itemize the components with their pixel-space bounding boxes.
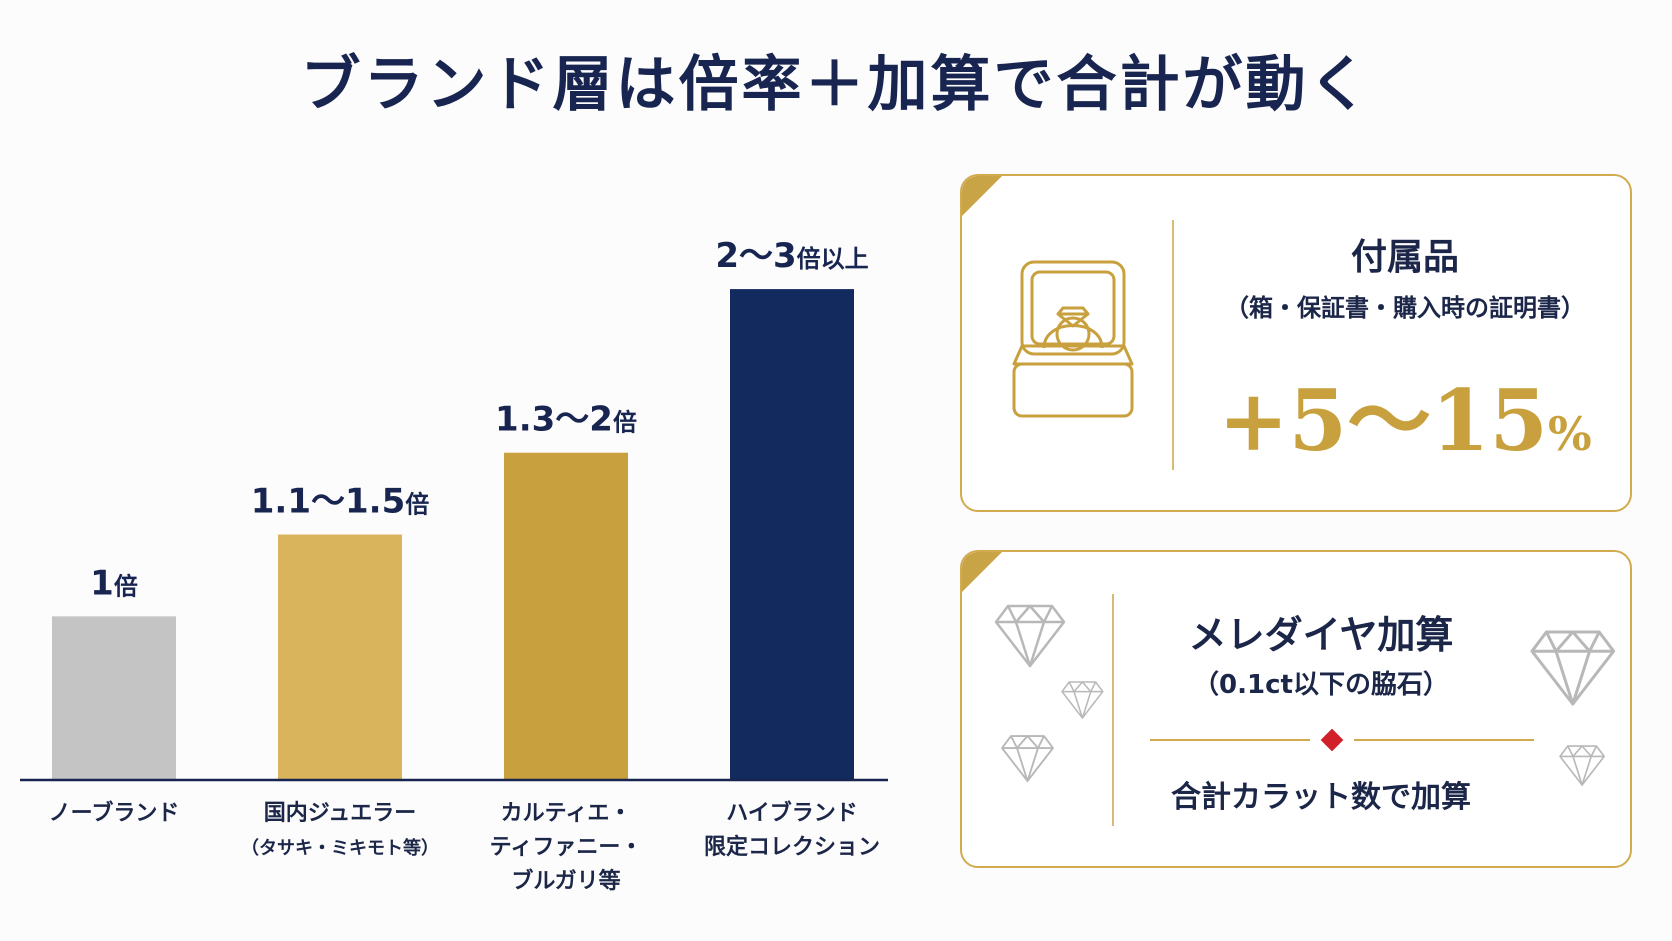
bar-value-label: 1.1〜1.5倍 xyxy=(251,482,429,522)
category-label: 限定コレクション xyxy=(704,834,880,860)
accessories-value-main: +5〜15 xyxy=(1218,371,1548,470)
accessories-card: 付属品 （箱・保証書・購入時の証明書） +5〜15% xyxy=(960,174,1632,512)
bar-value-number: 1.1〜1.5 xyxy=(251,482,405,522)
bar-value-label: 1.3〜2倍 xyxy=(495,400,637,440)
bar-value-number: 2〜3 xyxy=(715,236,796,276)
category-label: 国内ジュエラー xyxy=(264,801,416,826)
category-label: ノーブランド xyxy=(49,800,180,826)
bar-value-number: 1.3〜2 xyxy=(495,400,613,440)
bar xyxy=(278,534,402,780)
bar-value-unit: 倍 xyxy=(613,409,637,437)
bar-value-unit: 倍 xyxy=(405,491,429,519)
bar-value-number: 1 xyxy=(90,563,114,603)
bar-value-label: 2〜3倍以上 xyxy=(715,236,868,276)
category-label: ブルガリ等 xyxy=(511,868,620,894)
accessories-title: 付属品 xyxy=(1350,237,1459,278)
category-label: ティファニー・ xyxy=(490,835,643,860)
melee-note: 合計カラット数で加算 xyxy=(1171,780,1471,815)
melee-rule-right xyxy=(1354,739,1534,741)
melee-rule-left xyxy=(1150,739,1310,741)
diamond-icon xyxy=(994,604,1104,782)
ring-box-icon xyxy=(1012,260,1134,418)
accessories-value-unit: % xyxy=(1548,407,1592,461)
red-diamond-icon xyxy=(1320,728,1344,752)
card-corner-accent xyxy=(962,552,1002,592)
melee-title: メレダイヤ加算 xyxy=(1188,613,1454,657)
melee-subtitle: （0.1ct以下の脇石） xyxy=(1193,670,1449,700)
category-sublabel: （タサキ・ミキモト等） xyxy=(241,837,439,859)
bar xyxy=(730,289,854,780)
card-divider xyxy=(1112,594,1114,826)
accessories-value: +5〜15% xyxy=(1176,354,1630,475)
category-label: ハイブランド xyxy=(726,800,858,826)
melee-diamond-card: メレダイヤ加算 （0.1ct以下の脇石） 合計カラット数で加算 xyxy=(960,550,1632,868)
card-corner-accent xyxy=(962,176,1002,216)
diamond-icon xyxy=(1530,630,1616,786)
bar-value-label: 1倍 xyxy=(90,563,138,603)
accessories-subtitle: （箱・保証書・購入時の証明書） xyxy=(1225,294,1585,322)
bar xyxy=(504,452,628,780)
bar xyxy=(52,616,176,780)
category-label: カルティエ・ xyxy=(501,801,632,826)
card-divider xyxy=(1172,220,1174,470)
bar-chart: 1倍ノーブランド1.1〜1.5倍国内ジュエラー（タサキ・ミキモト等）1.3〜2倍… xyxy=(20,236,888,894)
bar-value-unit: 倍以上 xyxy=(797,245,869,273)
bar-value-unit: 倍 xyxy=(114,572,138,600)
page-title: ブランド層は倍率＋加算で合計が動く xyxy=(300,50,1372,120)
